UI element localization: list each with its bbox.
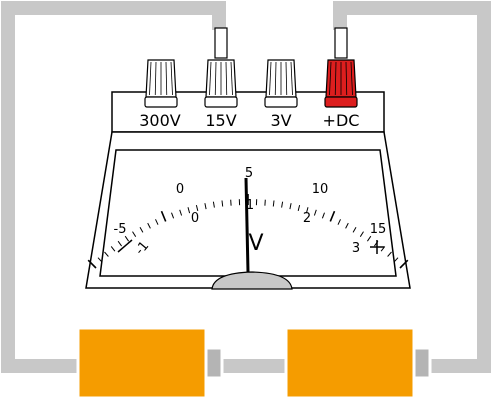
scale-tick <box>117 240 123 247</box>
scale-tick <box>387 251 392 257</box>
scale-tick <box>160 210 167 222</box>
terminal-post-+DC <box>324 27 358 108</box>
scale-tick <box>313 209 317 216</box>
scale-tick <box>204 203 207 210</box>
scale-tick <box>393 257 399 263</box>
battery-left-terminal <box>204 346 224 380</box>
battery-left <box>76 326 224 400</box>
battery-right <box>284 326 432 400</box>
scale-tick <box>132 231 137 237</box>
scale-tick <box>359 231 364 237</box>
scale-tick <box>124 235 130 242</box>
terminal-post-300V <box>144 59 178 108</box>
scale-tick <box>289 203 292 210</box>
scale-tick <box>297 204 301 212</box>
terminal-label-15V: 15V <box>205 111 236 130</box>
scale-tick <box>139 226 144 233</box>
scale-tick <box>221 200 224 207</box>
scale-tick <box>329 210 336 222</box>
battery-left-body <box>76 326 208 400</box>
battery-right-terminal <box>412 346 432 380</box>
scale-15-label-10: 10 <box>312 182 329 197</box>
scale-tick <box>305 207 309 214</box>
scale-3-label-2: 2 <box>303 211 311 226</box>
scale-3-label-1: 1 <box>246 198 254 213</box>
scale-tick <box>399 259 409 269</box>
scale-tick <box>212 201 215 208</box>
needle <box>244 177 250 273</box>
wire-right <box>333 1 491 373</box>
scale-tick <box>352 226 357 233</box>
scale-15-label-0: 0 <box>176 182 184 197</box>
needle-pivot <box>211 271 293 290</box>
terminal-label-DC: +DC <box>323 111 360 130</box>
battery-right-body <box>284 326 416 400</box>
scale-tick <box>195 204 199 212</box>
minus-symbol <box>117 239 133 253</box>
scale-15-right-label: 15 <box>370 222 387 237</box>
unit-label: V <box>248 231 263 256</box>
scale-tick <box>380 246 386 252</box>
terminal-label-300V: 300V <box>139 111 181 130</box>
terminal-post-15V <box>204 27 238 108</box>
plus-symbol <box>370 240 384 254</box>
scale-tick <box>97 257 103 263</box>
scale-tick <box>155 219 159 225</box>
scale-tick <box>87 259 97 269</box>
scale-tick <box>321 212 325 219</box>
scale-tick <box>171 212 175 219</box>
scale-ticks <box>87 194 409 269</box>
scale-tick <box>337 219 341 225</box>
scale-3-label-0: 0 <box>191 211 199 226</box>
scale-tick <box>147 222 151 229</box>
terminals <box>144 27 358 108</box>
wires <box>1 1 491 373</box>
scale-tick <box>345 222 349 229</box>
scale-tick <box>187 207 191 214</box>
scale-tick <box>179 209 183 216</box>
scale-tick <box>110 246 116 252</box>
scale-3-right-label: 3 <box>352 241 360 256</box>
scale-15-label-5: 5 <box>245 166 253 181</box>
scale-tick <box>366 235 372 242</box>
terminal-label-3V: 3V <box>270 111 291 130</box>
terminal-post-3V <box>264 59 298 108</box>
scale-15-left-label: -5 <box>114 222 127 237</box>
scale-tick <box>104 251 109 257</box>
scale-tick <box>272 200 275 207</box>
wire-left <box>1 1 226 373</box>
scale-tick <box>281 201 284 208</box>
